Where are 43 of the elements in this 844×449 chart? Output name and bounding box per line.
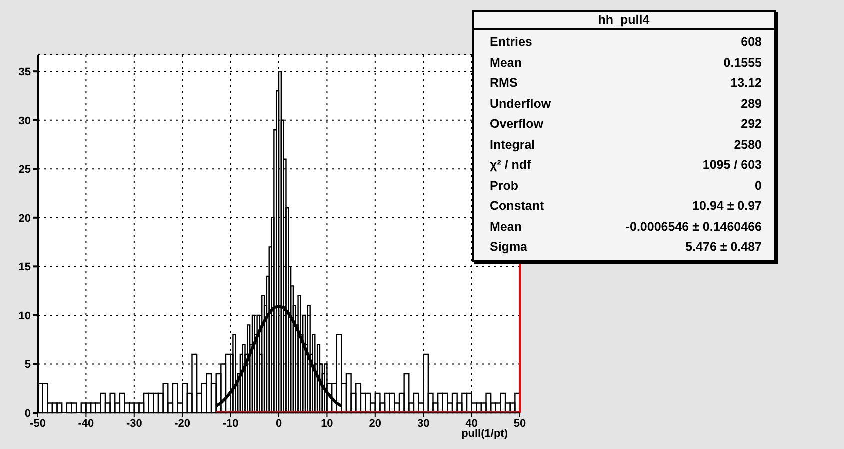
text: 5.476 ± 0.487	[686, 239, 762, 256]
text: 10.94 ± 0.97	[692, 198, 762, 215]
x-tick-label: 20	[369, 418, 382, 430]
x-axis-title: pull(1/pt)	[462, 428, 508, 440]
annotation: Overflow	[490, 116, 544, 133]
annotation: Sigma	[490, 239, 528, 256]
y-tick-label: 30	[18, 115, 31, 128]
text: 13.12	[730, 75, 762, 92]
annotation: Mean	[490, 54, 522, 72]
text: hh_pull4	[474, 12, 774, 30]
text: 292	[741, 116, 762, 133]
annotation: Integral	[490, 136, 536, 154]
text: 0	[755, 178, 762, 194]
annotation: Mean	[490, 218, 522, 236]
x-tick-label: 30	[417, 418, 430, 430]
y-tick-label: 5	[24, 359, 31, 372]
text: 289	[741, 96, 762, 112]
annotation: Prob	[490, 178, 518, 194]
text: 0.1555	[724, 54, 762, 72]
text: 1095 / 603	[702, 157, 762, 174]
y-tick-label: 15	[18, 262, 31, 274]
text: -0.0006546 ± 0.1460466	[626, 218, 762, 236]
y-tick-label: 35	[18, 66, 31, 78]
annotation: χ² / ndf	[490, 157, 532, 174]
x-tick-label: 10	[321, 418, 334, 430]
text: 608	[741, 34, 762, 51]
text: Entries	[490, 34, 532, 51]
text: 2580	[734, 136, 762, 154]
x-tick-label: -40	[78, 418, 94, 430]
y-tick-label: 10	[18, 310, 31, 322]
x-tick-label: -20	[174, 418, 191, 430]
y-tick-label: 25	[18, 164, 31, 176]
y-tick-label: 20	[18, 212, 31, 225]
x-tick-label: -50	[30, 418, 46, 430]
x-tick-label: 0	[276, 418, 282, 430]
x-tick-label: -30	[126, 418, 142, 430]
x-tick-label: 40	[466, 418, 478, 430]
x-tick-label: -10	[222, 418, 239, 430]
y-tick-label: 0	[24, 408, 31, 420]
annotation: RMS	[490, 75, 518, 92]
annotation: Underflow	[490, 96, 552, 112]
x-tick-label: 50	[514, 418, 526, 430]
annotation: Constant	[490, 198, 544, 215]
